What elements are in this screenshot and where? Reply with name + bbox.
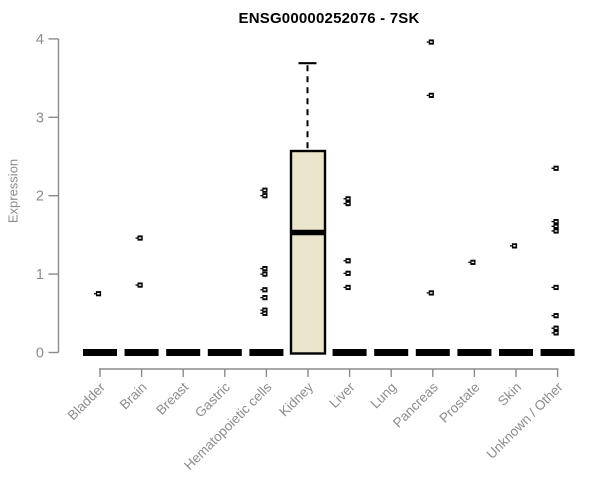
outlier-marker bbox=[551, 223, 559, 229]
boxplot-skin bbox=[499, 243, 533, 356]
outlier-center-slit bbox=[471, 261, 475, 264]
boxplot-brain bbox=[124, 235, 159, 356]
outlier-marker bbox=[343, 284, 351, 291]
chart-title: ENSG00000252076 - 7SK bbox=[238, 10, 420, 27]
outlier-center-slit bbox=[554, 314, 558, 317]
outlier-center-slit bbox=[554, 286, 558, 289]
outlier-center-slit bbox=[263, 289, 267, 291]
y-tick-label-0: 0 bbox=[36, 346, 44, 362]
outlier-center-slit bbox=[346, 286, 350, 289]
outlier-marker bbox=[551, 228, 559, 234]
x-tick-label-lung: Lung bbox=[367, 380, 399, 412]
outlier-center-slit bbox=[554, 225, 558, 227]
outlier-center-slit bbox=[554, 167, 558, 169]
outlier-center-slit bbox=[138, 284, 142, 286]
outlier-marker bbox=[260, 266, 268, 272]
boxplot-liver bbox=[332, 196, 367, 356]
y-tick-label-2: 2 bbox=[36, 189, 44, 205]
outlier-marker bbox=[260, 271, 268, 277]
outlier-marker bbox=[343, 200, 351, 207]
outlier-center-slit bbox=[554, 220, 558, 223]
outlier-marker bbox=[426, 39, 434, 45]
outlier-center-slit bbox=[263, 273, 267, 275]
outlier-center-slit bbox=[346, 198, 350, 200]
y-tick-label-3: 3 bbox=[36, 110, 44, 126]
x-tick-label-unknown-other: Unknown / Other bbox=[483, 379, 566, 462]
outlier-marker bbox=[260, 310, 268, 316]
box-rect bbox=[289, 149, 327, 355]
outlier-center-slit bbox=[138, 237, 142, 239]
outlier-marker bbox=[260, 287, 268, 293]
outlier-marker bbox=[260, 193, 268, 199]
x-tick-label-skin: Skin bbox=[495, 380, 524, 409]
outlier-center-slit bbox=[346, 202, 350, 205]
outlier-center-slit bbox=[263, 195, 267, 197]
outlier-center-slit bbox=[554, 332, 558, 334]
x-tick-label-prostate: Prostate bbox=[436, 380, 482, 426]
outlier-marker bbox=[343, 270, 351, 276]
outlier-center-slit bbox=[263, 296, 267, 299]
x-tick-label-kidney: Kidney bbox=[276, 379, 316, 419]
boxplot-pancreas bbox=[415, 39, 450, 356]
boxplot-unknown-other bbox=[540, 165, 575, 356]
outlier-center-slit bbox=[429, 94, 433, 97]
outlier-center-slit bbox=[263, 267, 267, 270]
outlier-center-slit bbox=[513, 245, 516, 247]
outlier-center-slit bbox=[346, 272, 350, 275]
y-tick-label-4: 4 bbox=[36, 32, 44, 48]
outlier-center-slit bbox=[263, 309, 267, 311]
outlier-marker bbox=[260, 295, 268, 301]
x-tick-label-gastric: Gastric bbox=[192, 379, 233, 420]
outlier-center-slit bbox=[429, 41, 433, 43]
outlier-marker bbox=[551, 325, 559, 331]
boxplot-prostate bbox=[457, 259, 492, 356]
outlier-marker bbox=[551, 284, 559, 291]
outlier-center-slit bbox=[554, 327, 558, 329]
x-tick-label-breast: Breast bbox=[153, 379, 191, 417]
outlier-marker bbox=[551, 165, 559, 171]
y-tick-label-1: 1 bbox=[36, 267, 44, 283]
boxplot-bladder bbox=[83, 291, 117, 356]
x-tick-label-brain: Brain bbox=[117, 380, 150, 413]
outlier-marker bbox=[509, 243, 518, 249]
outlier-marker bbox=[135, 282, 143, 288]
boxplot-hematopoietic-cells bbox=[249, 187, 284, 356]
outlier-marker bbox=[426, 92, 434, 98]
boxplot-kidney bbox=[289, 62, 327, 355]
outlier-marker bbox=[343, 196, 351, 202]
outlier-marker bbox=[260, 307, 268, 313]
outlier-marker bbox=[551, 313, 559, 319]
outlier-marker bbox=[551, 330, 559, 336]
outlier-marker bbox=[135, 235, 143, 241]
x-tick-label-liver: Liver bbox=[326, 379, 358, 411]
x-tick-label-bladder: Bladder bbox=[65, 379, 109, 423]
outlier-center-slit bbox=[346, 260, 350, 262]
outlier-center-slit bbox=[263, 189, 267, 191]
outlier-center-slit bbox=[554, 230, 558, 232]
outlier-marker bbox=[426, 290, 434, 296]
outlier-center-slit bbox=[97, 293, 100, 295]
outlier-marker bbox=[93, 291, 102, 297]
outlier-marker bbox=[468, 259, 476, 265]
x-tick-label-pancreas: Pancreas bbox=[390, 379, 441, 430]
outlier-marker bbox=[551, 218, 559, 225]
outlier-center-slit bbox=[263, 312, 267, 314]
outlier-marker bbox=[260, 187, 268, 193]
outlier-marker bbox=[343, 258, 351, 264]
outlier-center-slit bbox=[429, 292, 433, 294]
